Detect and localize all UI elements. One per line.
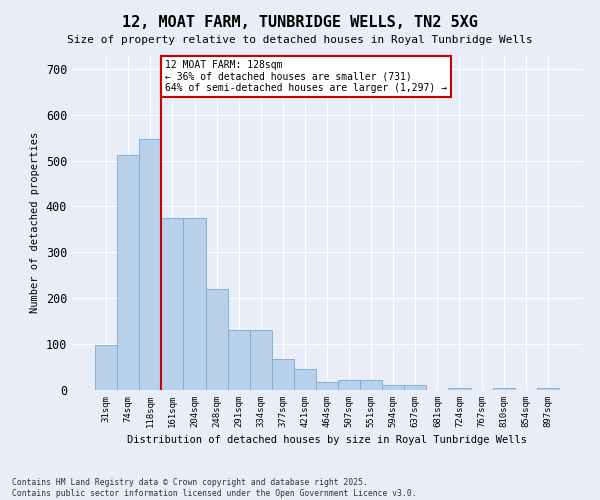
Bar bbox=[294, 369, 316, 390]
Bar bbox=[95, 346, 117, 390]
Y-axis label: Number of detached properties: Number of detached properties bbox=[30, 132, 40, 313]
Bar bbox=[448, 388, 470, 390]
Bar bbox=[338, 380, 360, 390]
Bar bbox=[206, 289, 227, 390]
X-axis label: Distribution of detached houses by size in Royal Tunbridge Wells: Distribution of detached houses by size … bbox=[127, 436, 527, 446]
Bar bbox=[161, 218, 184, 390]
Text: 12 MOAT FARM: 128sqm
← 36% of detached houses are smaller (731)
64% of semi-deta: 12 MOAT FARM: 128sqm ← 36% of detached h… bbox=[165, 60, 447, 93]
Bar bbox=[360, 380, 382, 390]
Bar bbox=[139, 138, 161, 390]
Bar bbox=[117, 154, 139, 390]
Bar bbox=[404, 385, 427, 390]
Bar bbox=[227, 330, 250, 390]
Bar bbox=[316, 382, 338, 390]
Bar bbox=[382, 385, 404, 390]
Bar bbox=[537, 388, 559, 390]
Bar bbox=[493, 388, 515, 390]
Bar bbox=[250, 330, 272, 390]
Text: Size of property relative to detached houses in Royal Tunbridge Wells: Size of property relative to detached ho… bbox=[67, 35, 533, 45]
Bar bbox=[184, 218, 206, 390]
Text: 12, MOAT FARM, TUNBRIDGE WELLS, TN2 5XG: 12, MOAT FARM, TUNBRIDGE WELLS, TN2 5XG bbox=[122, 15, 478, 30]
Text: Contains HM Land Registry data © Crown copyright and database right 2025.
Contai: Contains HM Land Registry data © Crown c… bbox=[12, 478, 416, 498]
Bar bbox=[272, 360, 294, 390]
